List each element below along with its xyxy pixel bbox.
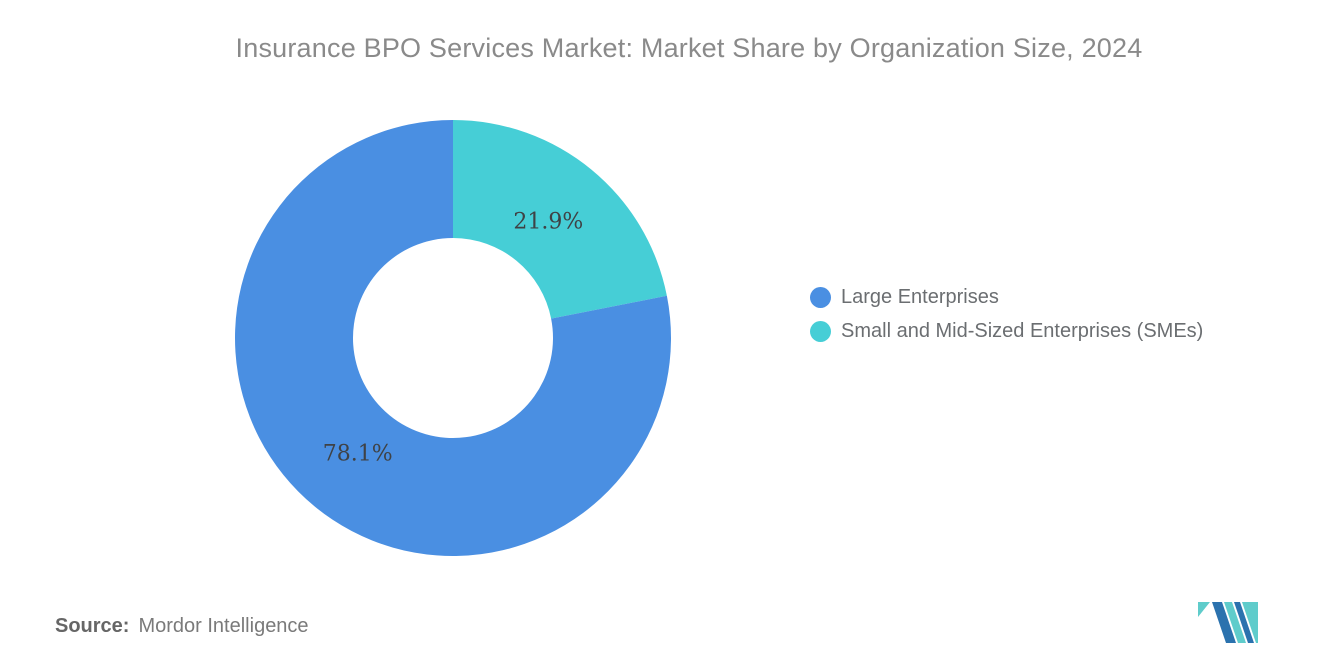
source-label: Source: [55, 615, 130, 637]
slice-value-label: 78.1% [323, 441, 393, 466]
legend-swatch-large-enterprises [810, 287, 831, 308]
logo-shape-teal-strip [1242, 602, 1258, 643]
donut-slice-large-enterprises [235, 120, 672, 556]
legend-item-large-enterprises: Large Enterprises [810, 286, 1203, 309]
donut-slice-small-and-mid-sized-enterprises-smes [453, 120, 667, 319]
legend: Large Enterprises Small and Mid-Sized En… [810, 286, 1203, 343]
legend-swatch-smes [810, 321, 831, 342]
legend-label-large-enterprises: Large Enterprises [841, 286, 999, 308]
logo-shape-blue-band [1212, 602, 1236, 643]
chart-title: Insurance BPO Services Market: Market Sh… [235, 33, 1143, 63]
source-text: Mordor Intelligence [138, 615, 309, 637]
slice-value-label: 21.9% [513, 210, 583, 235]
legend-label-smes: Small and Mid-Sized Enterprises (SMEs) [841, 320, 1204, 342]
mordor-intelligence-logo [1198, 602, 1258, 643]
source-note: Source: Mordor Intelligence [55, 615, 309, 638]
legend-item-smes: Small and Mid-Sized Enterprises (SMEs) [810, 320, 1203, 343]
logo-shape-blue-band-2 [1234, 602, 1254, 643]
logo-shape-teal-band [1224, 602, 1246, 643]
logo-shape-teal-triangle [1198, 602, 1210, 617]
